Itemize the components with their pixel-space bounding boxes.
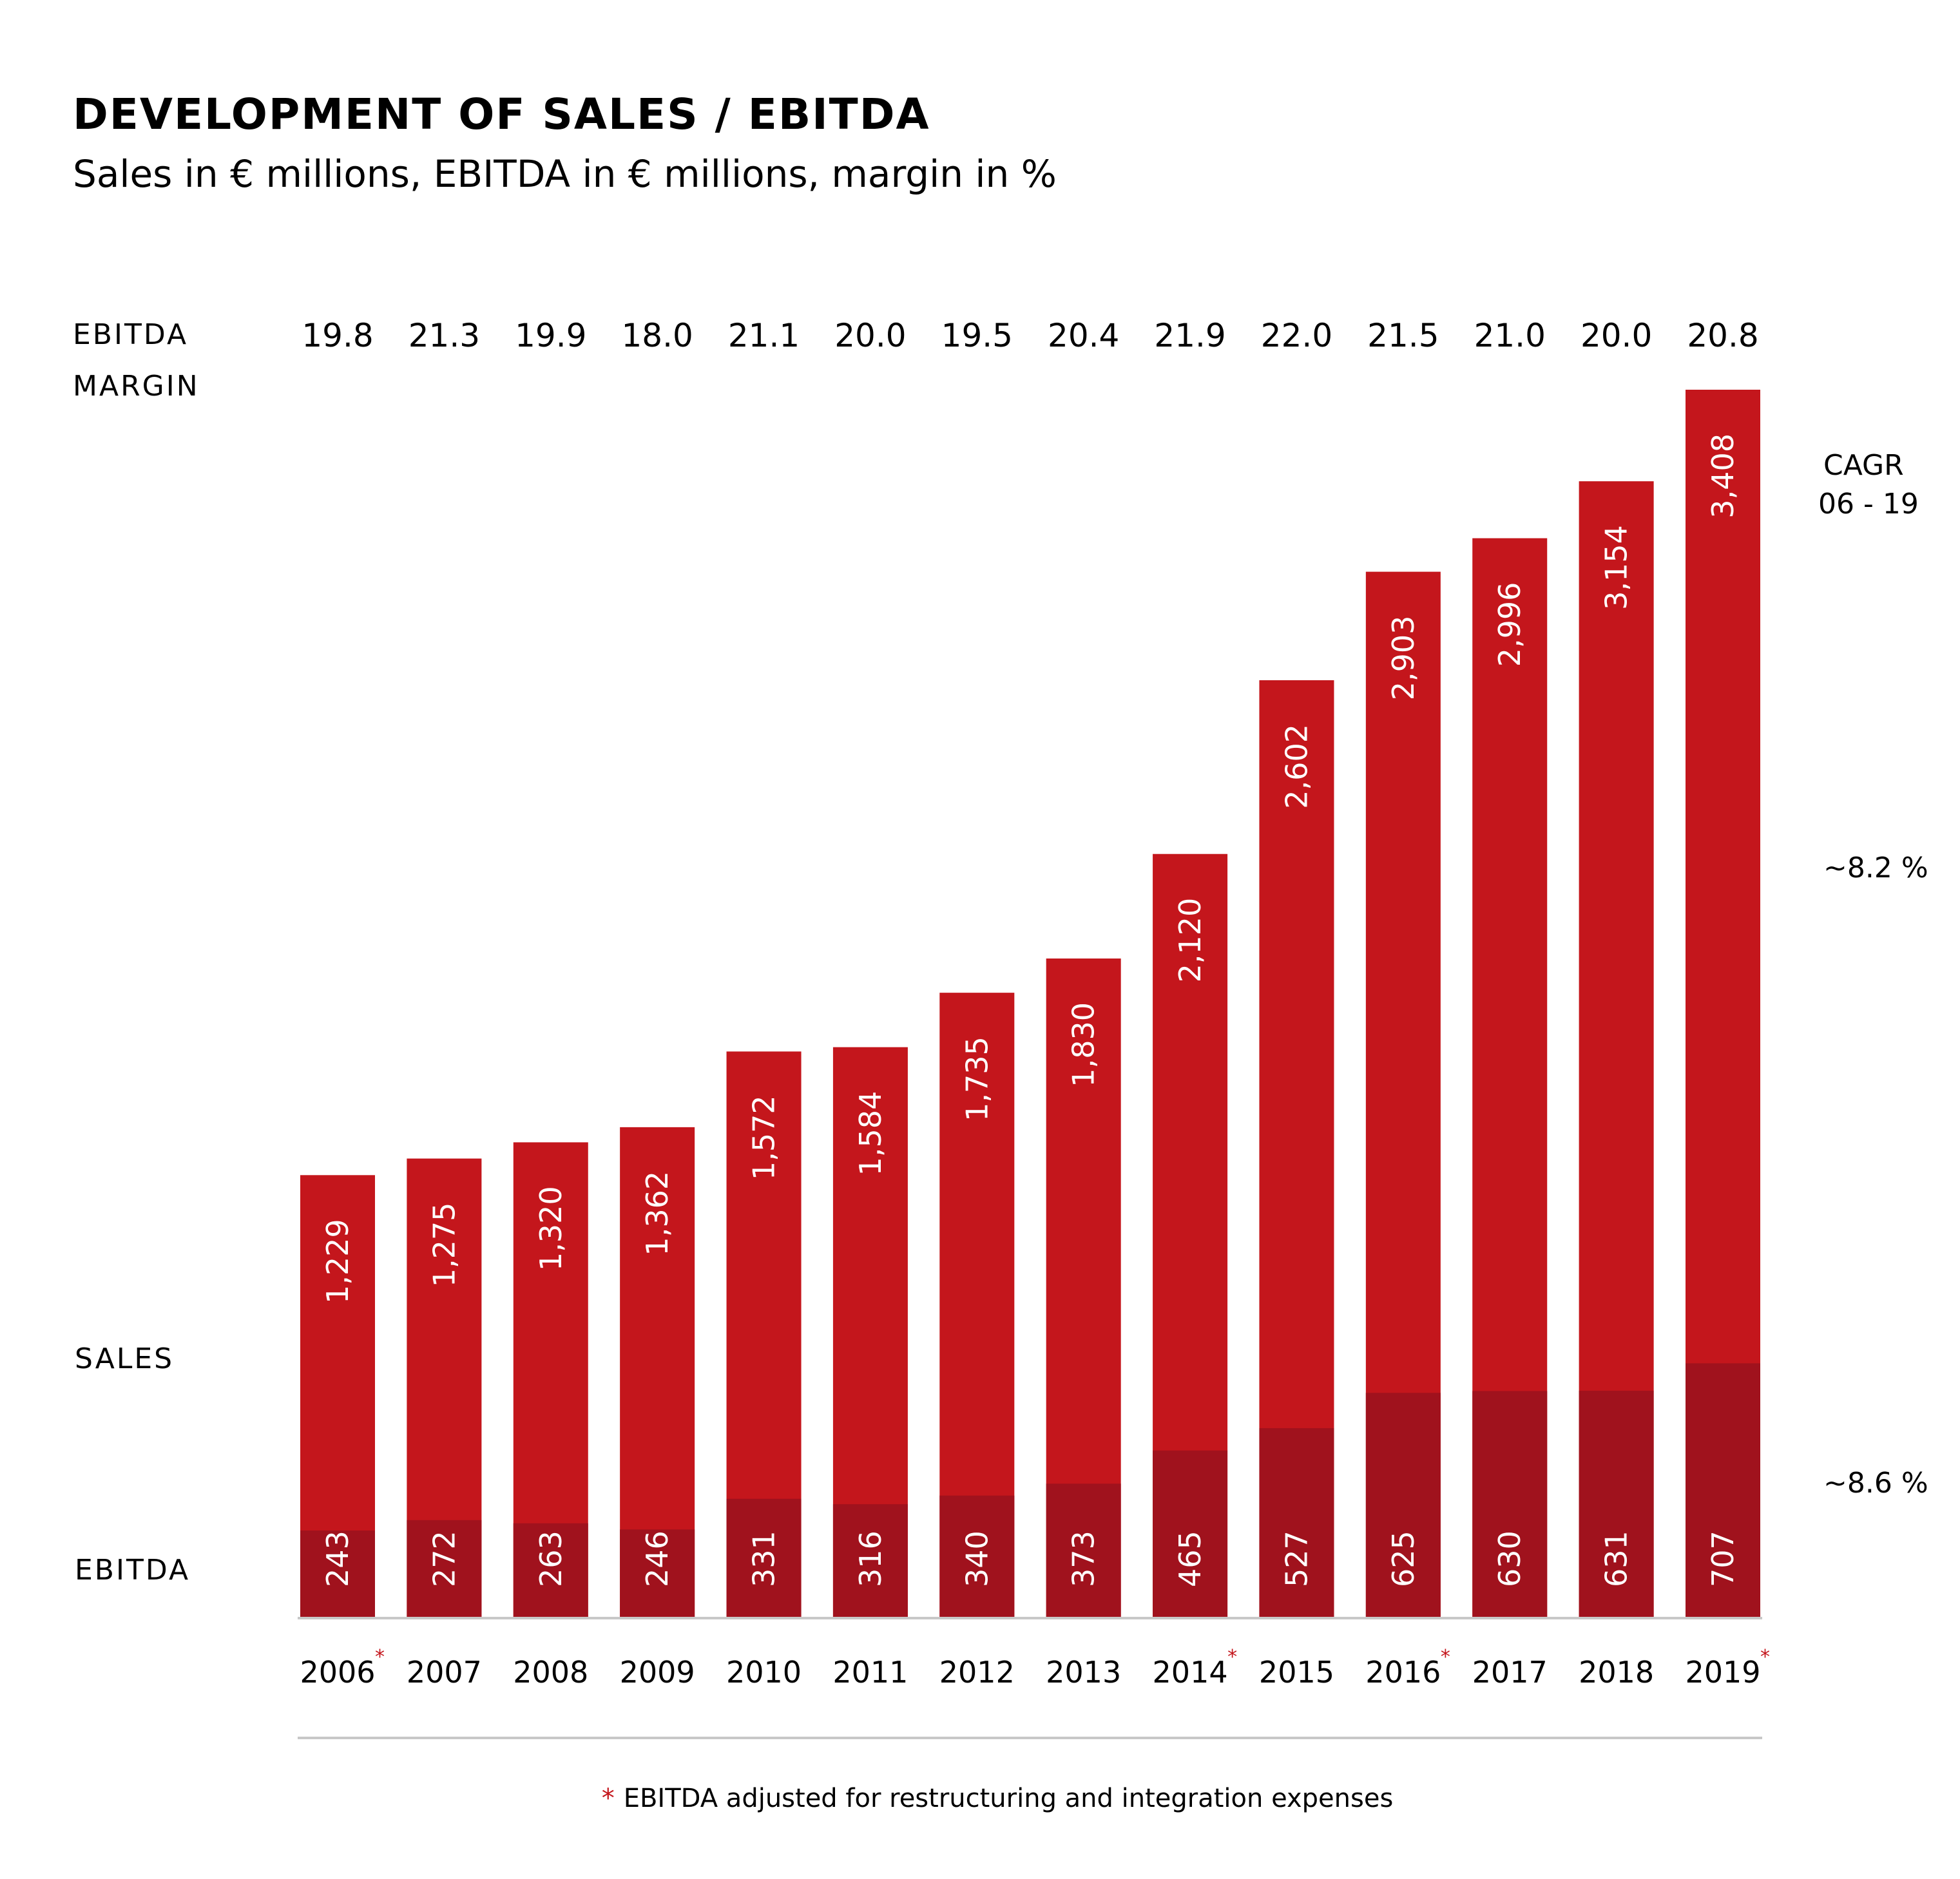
ebitda-value-label-2009: 246 <box>640 1531 675 1587</box>
ebitda-bar-2014 <box>1153 1450 1228 1618</box>
ebitda-margin-value-2015: 22.0 <box>1261 317 1332 354</box>
year-label-2015: 2015 <box>1259 1655 1334 1690</box>
footnote-text: EBITDA adjusted for restructuring and in… <box>624 1784 1394 1813</box>
sales-cagr-value: ~8.2 % <box>1823 852 1928 884</box>
ebitda-series-label: EBITDA <box>75 1554 190 1587</box>
ebitda-margin-value-2007: 21.3 <box>408 317 480 354</box>
year-label-2009: 2009 <box>620 1655 695 1690</box>
ebitda-margin-value-2013: 20.4 <box>1048 317 1119 354</box>
cagr-header-line2: 06 - 19 <box>1818 488 1919 520</box>
ebitda-cagr-value: ~8.6 % <box>1823 1467 1928 1500</box>
ebitda-margin-value-2008: 19.9 <box>515 317 586 354</box>
sales-value-label-2016: 2,903 <box>1386 616 1421 701</box>
sales-value-label-2010: 1,572 <box>747 1095 782 1180</box>
year-label-2013: 2013 <box>1046 1655 1121 1690</box>
year-label-2018: 2018 <box>1579 1655 1654 1690</box>
ebitda-margin-value-2010: 21.1 <box>728 317 800 354</box>
adjusted-marker-2019: * <box>1760 1646 1770 1668</box>
margin-values-group: 19.8 21.3 19.9 18.0 21.1 20.0 19.5 20.4 21.9 22.0… <box>302 317 1758 354</box>
sales-series-label: SALES <box>75 1342 174 1375</box>
year-label-2008: 2008 <box>513 1655 588 1690</box>
ebitda-value-label-2014: 465 <box>1173 1531 1207 1587</box>
year-label-2016: 2016 <box>1365 1655 1441 1690</box>
sales-value-label-2014: 2,120 <box>1173 898 1207 983</box>
ebitda-bar-2007 <box>407 1520 482 1618</box>
ebitda-bar-2012 <box>939 1495 1015 1618</box>
sales-value-label-2011: 1,584 <box>853 1091 888 1176</box>
sales-value-label-2015: 2,602 <box>1279 724 1314 809</box>
cagr-header-line1: CAGR <box>1823 449 1904 482</box>
ebitda-value-label-2016: 625 <box>1386 1531 1421 1587</box>
ebitda-bar-2015 <box>1259 1428 1334 1618</box>
sales-value-label-2013: 1,830 <box>1066 1002 1101 1087</box>
ebitda-margin-value-2012: 19.5 <box>941 317 1013 354</box>
ebitda-margin-label-line2: MARGIN <box>73 370 200 403</box>
ebitda-value-label-2007: 272 <box>427 1531 461 1587</box>
ebitda-value-label-2013: 373 <box>1066 1531 1101 1587</box>
ebitda-bar-2006 <box>300 1531 375 1618</box>
ebitda-margin-label-line1: EBITDA <box>73 318 188 351</box>
year-label-2019: 2019 <box>1685 1655 1760 1690</box>
sales-value-label-2017: 2,996 <box>1492 582 1527 667</box>
footnote-asterisk: * <box>602 1784 615 1813</box>
ebitda-margin-value-2016: 21.5 <box>1367 317 1439 354</box>
ebitda-value-label-2012: 340 <box>959 1531 994 1587</box>
sales-value-label-2019: 3,408 <box>1705 434 1740 519</box>
ebitda-bar-2009 <box>620 1529 695 1618</box>
year-label-2014: 2014 <box>1153 1655 1228 1690</box>
ebitda-value-label-2008: 263 <box>533 1531 568 1587</box>
sales-value-label-2009: 1,362 <box>640 1171 675 1256</box>
year-labels-group: 2006 * 2007 2008 2009 2010 2011 2012 2013 2014 * 20… <box>300 1646 1770 1690</box>
ebitda-bar-2011 <box>832 1504 908 1618</box>
sales-value-label-2006: 1,229 <box>320 1219 355 1304</box>
year-label-2012: 2012 <box>939 1655 1015 1690</box>
ebitda-value-label-2017: 630 <box>1492 1531 1527 1587</box>
sales-value-label-2012: 1,735 <box>959 1036 994 1121</box>
ebitda-margin-value-2009: 18.0 <box>621 317 693 354</box>
ebitda-bar-2016 <box>1365 1393 1441 1618</box>
ebitda-margin-value-2011: 20.0 <box>834 317 906 354</box>
ebitda-bar-2017 <box>1472 1391 1548 1618</box>
ebitda-value-label-2010: 331 <box>747 1531 782 1587</box>
bars-group: 1,229 243 1,275 272 1,320 263 1,362 246 1,572 331… <box>300 390 1760 1619</box>
ebitda-margin-value-2006: 19.8 <box>302 317 373 354</box>
ebitda-margin-value-2017: 21.0 <box>1474 317 1546 354</box>
footnote: * EBITDA adjusted for restructuring and i… <box>602 1784 1394 1813</box>
ebitda-value-label-2018: 631 <box>1599 1531 1634 1587</box>
sales-value-label-2018: 3,154 <box>1599 525 1634 610</box>
chart-title: DEVELOPMENT OF SALES / EBITDA <box>73 90 930 139</box>
ebitda-bar-2008 <box>513 1523 588 1618</box>
year-label-2010: 2010 <box>726 1655 802 1690</box>
ebitda-margin-value-2019: 20.8 <box>1687 317 1758 354</box>
sales-value-label-2007: 1,275 <box>427 1203 461 1288</box>
ebitda-bar-2018 <box>1579 1390 1654 1618</box>
ebitda-bar-2010 <box>726 1498 802 1618</box>
year-label-2011: 2011 <box>832 1655 908 1690</box>
adjusted-marker-2016: * <box>1441 1646 1450 1668</box>
ebitda-bar-2019 <box>1686 1363 1760 1618</box>
year-label-2017: 2017 <box>1472 1655 1548 1690</box>
year-label-2007: 2007 <box>407 1655 482 1690</box>
ebitda-value-label-2011: 316 <box>853 1531 888 1587</box>
ebitda-margin-value-2018: 20.0 <box>1580 317 1652 354</box>
ebitda-value-label-2015: 527 <box>1279 1531 1314 1587</box>
sales-value-label-2008: 1,320 <box>533 1186 568 1271</box>
adjusted-marker-2014: * <box>1227 1646 1237 1668</box>
ebitda-value-label-2006: 243 <box>320 1531 355 1587</box>
ebitda-bar-2013 <box>1046 1483 1121 1618</box>
ebitda-value-label-2019: 707 <box>1705 1531 1740 1587</box>
adjusted-marker-2006: * <box>375 1646 385 1668</box>
chart-subtitle: Sales in € millions, EBITDA in € million… <box>73 152 1057 196</box>
year-label-2006: 2006 <box>300 1655 375 1690</box>
ebitda-margin-value-2014: 21.9 <box>1154 317 1225 354</box>
